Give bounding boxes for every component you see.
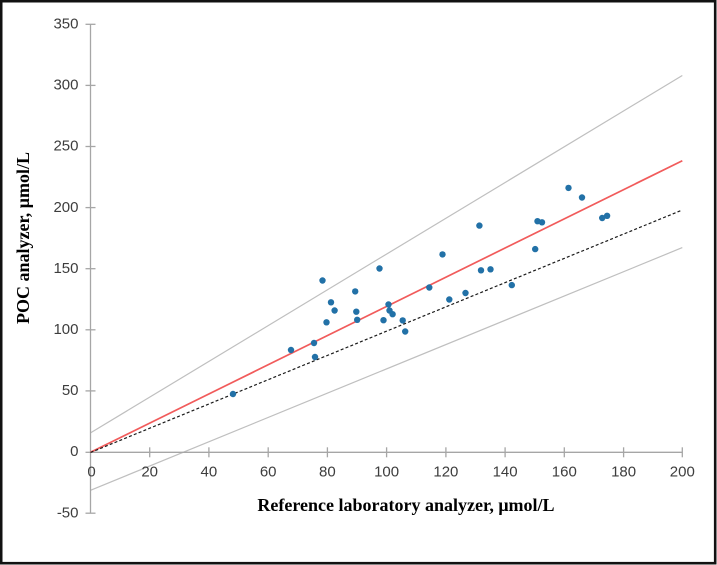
svg-text:50: 50 [62, 382, 79, 399]
svg-text:120: 120 [433, 464, 458, 481]
svg-text:0: 0 [87, 464, 95, 481]
svg-text:300: 300 [53, 77, 78, 94]
svg-text:POC analyzer, μmol/L: POC analyzer, μmol/L [13, 152, 33, 324]
svg-text:100: 100 [53, 321, 78, 338]
svg-text:250: 250 [53, 138, 78, 155]
svg-text:200: 200 [53, 199, 78, 216]
svg-text:150: 150 [53, 260, 78, 277]
svg-text:160: 160 [552, 464, 577, 481]
svg-text:-50: -50 [57, 504, 79, 521]
svg-text:180: 180 [611, 464, 636, 481]
svg-text:350: 350 [53, 16, 78, 33]
svg-text:60: 60 [260, 464, 277, 481]
svg-text:Reference laboratory analyzer,: Reference laboratory analyzer, μmol/L [257, 495, 554, 515]
svg-text:80: 80 [319, 464, 336, 481]
svg-text:0: 0 [70, 443, 78, 460]
svg-text:20: 20 [141, 464, 158, 481]
svg-text:40: 40 [201, 464, 218, 481]
svg-text:100: 100 [374, 464, 399, 481]
svg-text:200: 200 [670, 464, 695, 481]
svg-text:140: 140 [493, 464, 518, 481]
